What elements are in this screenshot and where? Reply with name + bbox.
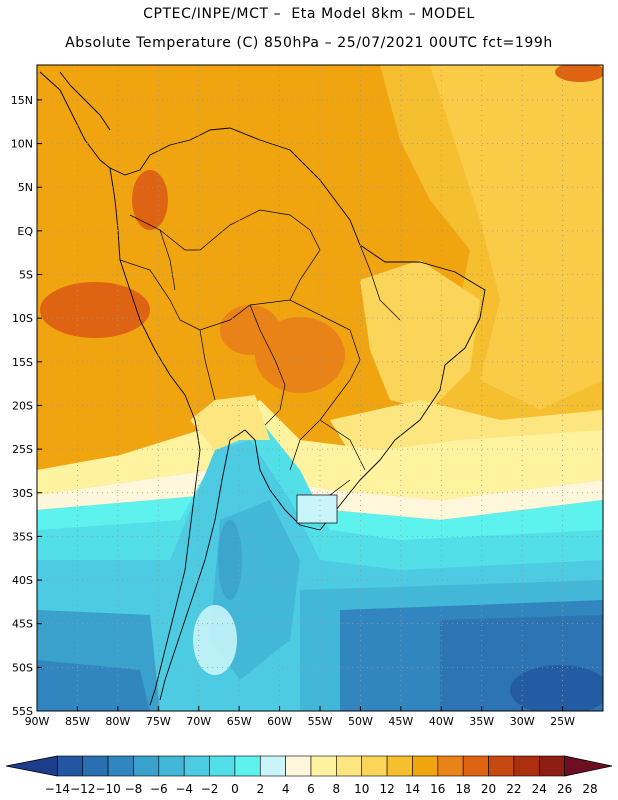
legend-tick-label: 18 bbox=[456, 782, 471, 796]
longitude-label: 25W bbox=[550, 715, 575, 728]
latitude-label: EQ bbox=[17, 225, 33, 238]
legend-swatch bbox=[361, 755, 388, 777]
legend-tick-label: −4 bbox=[175, 782, 193, 796]
legend-swatch bbox=[513, 755, 540, 777]
legend-tick-label: 12 bbox=[379, 782, 394, 796]
longitude-label: 55W bbox=[308, 715, 333, 728]
legend-swatch bbox=[183, 755, 210, 777]
legend-tick-label: 6 bbox=[307, 782, 315, 796]
legend-tick-label: 14 bbox=[405, 782, 420, 796]
latitude-label: 50S bbox=[12, 661, 33, 674]
legend-tick-label: −6 bbox=[150, 782, 168, 796]
latitude-label: 5N bbox=[18, 181, 33, 194]
legend-swatch bbox=[488, 755, 515, 777]
legend-tick-label: −2 bbox=[201, 782, 219, 796]
legend-swatch bbox=[259, 755, 286, 777]
legend-tick-label: 20 bbox=[481, 782, 496, 796]
longitude-label: 60W bbox=[267, 715, 292, 728]
legend-tick-label: 24 bbox=[532, 782, 547, 796]
longitude-label: 40W bbox=[429, 715, 454, 728]
legend-swatch bbox=[437, 755, 464, 777]
coastline bbox=[39, 71, 486, 706]
longitude-label: 50W bbox=[348, 715, 373, 728]
legend-tick-label: 0 bbox=[231, 782, 239, 796]
legend-swatch bbox=[310, 755, 337, 777]
legend-swatch bbox=[82, 755, 109, 777]
legend-tick-label: 26 bbox=[557, 782, 572, 796]
latitude-label: 30S bbox=[12, 487, 33, 500]
longitude-label: 65W bbox=[227, 715, 252, 728]
latitude-label: 5S bbox=[19, 269, 33, 282]
latitude-label: 10S bbox=[12, 312, 33, 325]
legend-swatch bbox=[5, 755, 58, 777]
longitude-labels: 90W 85W 80W 75W 70W 65W 60W 55W 50W 45W 40W 35W 30W 2… bbox=[25, 706, 575, 728]
legend-swatch bbox=[133, 755, 160, 777]
legend-tick-label: −10 bbox=[95, 782, 120, 796]
legend-swatch bbox=[564, 755, 613, 777]
map-title-line2: Absolute Temperature (C) 850hPa – 25/07/… bbox=[65, 35, 553, 51]
legend-tick-label: 10 bbox=[354, 782, 369, 796]
latitude-label: 40S bbox=[12, 574, 33, 587]
map-title-line1: CPTEC/INPE/MCT – Eta Model 8km – MODEL bbox=[143, 6, 475, 22]
legend-swatch bbox=[107, 755, 134, 777]
longitude-label: 45W bbox=[388, 715, 413, 728]
longitude-label: 75W bbox=[146, 715, 171, 728]
longitude-label: 90W bbox=[25, 715, 50, 728]
latitude-label: 55S bbox=[12, 705, 33, 718]
legend-swatch bbox=[209, 755, 236, 777]
legend-swatch bbox=[234, 755, 261, 777]
country-borders bbox=[119, 209, 401, 524]
legend-swatch bbox=[462, 755, 489, 777]
legend-tick-label: −14 bbox=[45, 782, 70, 796]
latitude-label: 35S bbox=[12, 530, 33, 543]
legend-tick-label: 28 bbox=[582, 782, 597, 796]
legend-swatch bbox=[386, 755, 413, 777]
longitude-label: 85W bbox=[65, 715, 90, 728]
longitude-label: 30W bbox=[510, 715, 535, 728]
longitude-label: 70W bbox=[186, 715, 211, 728]
latitude-label: 15N bbox=[11, 94, 33, 107]
legend-tick-label: 2 bbox=[256, 782, 264, 796]
longitude-label: 80W bbox=[105, 715, 130, 728]
legend-swatch bbox=[158, 755, 185, 777]
latitude-label: 10N bbox=[11, 138, 33, 151]
legend-tick-label: −12 bbox=[70, 782, 95, 796]
latitude-label: 15S bbox=[12, 356, 33, 369]
legend-tick-label: 22 bbox=[506, 782, 521, 796]
legend-tick-label: 8 bbox=[333, 782, 341, 796]
legend-swatch bbox=[57, 755, 84, 777]
temperature-field bbox=[37, 65, 603, 711]
latitude-label: 25S bbox=[12, 443, 33, 456]
legend-swatch bbox=[285, 755, 312, 777]
legend-tick-label: 16 bbox=[430, 782, 445, 796]
longitude-label: 35W bbox=[469, 715, 494, 728]
legend-swatch bbox=[412, 755, 439, 777]
legend-swatch bbox=[538, 755, 565, 777]
legend-tick-label: −8 bbox=[125, 782, 143, 796]
latitude-labels: 15N 10N 5N EQ 5S 10S 15S 20S 25S 30S 35S 40S 45S 50S 5… bbox=[11, 94, 42, 718]
latitude-label: 45S bbox=[12, 618, 33, 631]
latitude-label: 20S bbox=[12, 399, 33, 412]
legend-tick-label: 4 bbox=[282, 782, 290, 796]
legend-swatch bbox=[336, 755, 363, 777]
